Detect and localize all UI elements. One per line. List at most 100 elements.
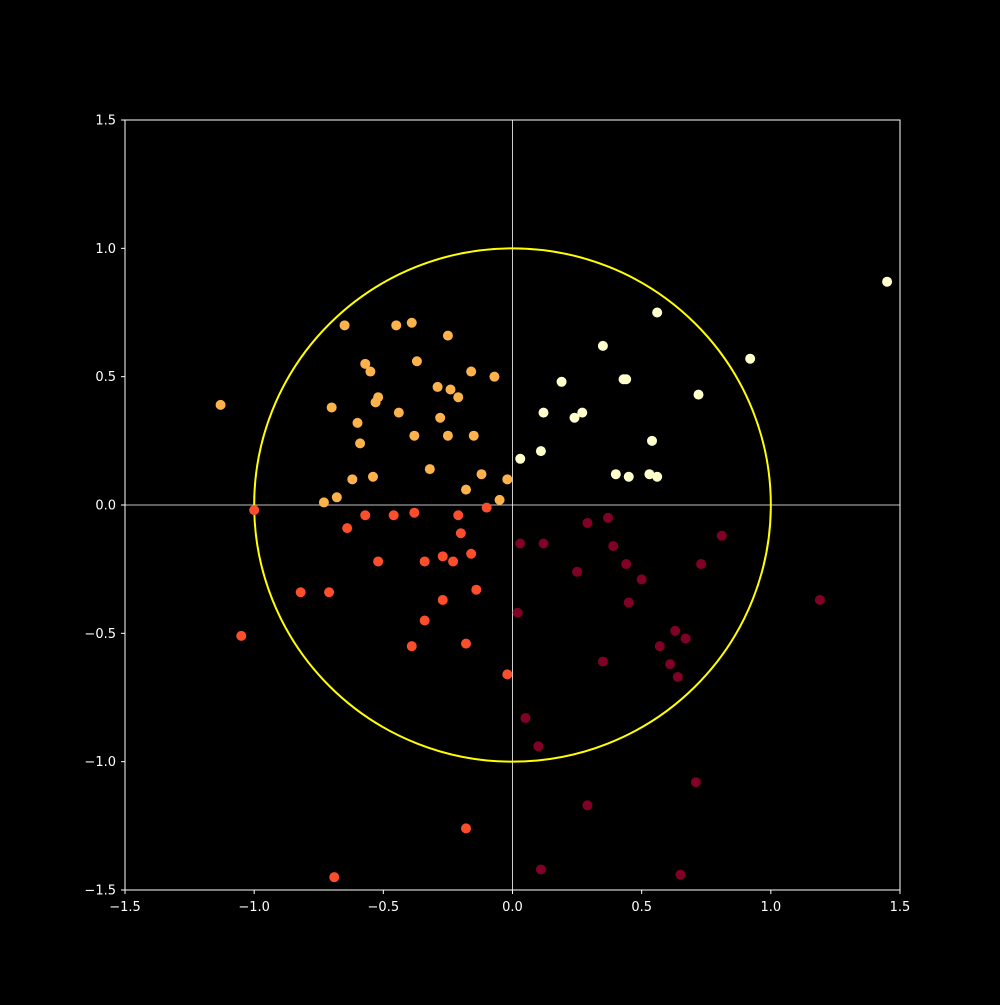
data-point	[608, 541, 619, 552]
data-point	[215, 399, 226, 410]
data-point	[324, 587, 335, 598]
data-point	[329, 872, 340, 883]
data-point	[437, 551, 448, 562]
data-point	[471, 584, 482, 595]
data-point	[494, 494, 505, 505]
x-axis: −1.5 −1.0 −0.5 0.0 0.5 1.0 1.5	[109, 890, 910, 915]
data-point	[442, 330, 453, 341]
series-2	[215, 317, 513, 508]
data-point	[409, 430, 420, 441]
data-point	[597, 340, 608, 351]
data-point	[448, 556, 459, 567]
data-point	[466, 548, 477, 559]
data-point	[502, 474, 513, 485]
data-point	[391, 320, 402, 331]
data-point	[675, 869, 686, 880]
data-point	[623, 471, 634, 482]
data-point	[365, 366, 376, 377]
y-axis: −1.5 −1.0 −0.5 0.0 0.5 1.0 1.5	[84, 114, 125, 899]
x-tick-label: −1.5	[109, 900, 141, 915]
data-point	[236, 630, 247, 641]
data-point	[445, 384, 456, 395]
data-point	[295, 587, 306, 598]
data-point	[696, 559, 707, 570]
data-point	[665, 659, 676, 670]
data-point	[411, 356, 422, 367]
data-point	[582, 517, 593, 528]
x-tick-label: 1.0	[760, 900, 781, 915]
data-point	[577, 407, 588, 418]
unit-circle	[253, 247, 772, 763]
data-point	[419, 615, 430, 626]
data-point	[690, 777, 701, 788]
data-point	[652, 471, 663, 482]
data-point	[370, 397, 381, 408]
data-point	[535, 864, 546, 875]
data-point	[352, 417, 363, 428]
data-point	[502, 669, 513, 680]
data-point	[520, 713, 531, 724]
data-point	[453, 392, 464, 403]
data-point	[326, 402, 337, 413]
data-point	[424, 464, 435, 475]
x-tick-label: 0.5	[631, 900, 652, 915]
data-point	[569, 412, 580, 423]
data-point	[419, 556, 430, 567]
x-tick-label: −0.5	[368, 900, 400, 915]
data-point	[670, 625, 681, 636]
data-point	[582, 800, 593, 811]
data-point	[672, 671, 683, 682]
data-point	[652, 307, 663, 318]
data-point	[535, 446, 546, 457]
data-point	[636, 574, 647, 585]
data-point	[489, 371, 500, 382]
data-point	[572, 566, 583, 577]
data-point	[680, 633, 691, 644]
data-point	[432, 381, 443, 392]
data-point	[515, 453, 526, 464]
data-point	[318, 497, 329, 508]
data-point	[538, 407, 549, 418]
data-point	[461, 484, 471, 495]
data-point	[481, 502, 492, 513]
y-tick-label: 1.0	[95, 242, 116, 257]
y-tick-label: −0.5	[84, 627, 116, 642]
y-tick-label: −1.0	[84, 755, 116, 770]
data-point	[360, 358, 371, 369]
data-point	[603, 512, 614, 523]
data-point	[461, 638, 471, 649]
data-point	[406, 641, 417, 652]
data-point	[466, 366, 477, 377]
y-tick-label: −1.5	[84, 884, 116, 899]
data-point	[647, 435, 657, 446]
series-1	[515, 276, 893, 482]
data-points	[215, 276, 893, 883]
data-point	[476, 469, 487, 480]
data-point	[654, 641, 665, 652]
x-tick-label: −1.0	[238, 900, 270, 915]
data-point	[461, 823, 471, 834]
y-tick-label: 1.5	[95, 114, 116, 129]
data-point	[331, 492, 342, 503]
data-point	[814, 594, 825, 605]
data-point	[406, 317, 417, 328]
data-point	[644, 469, 655, 480]
x-tick-label: 1.5	[890, 900, 911, 915]
data-point	[538, 538, 549, 549]
data-point	[368, 471, 378, 482]
data-point	[610, 469, 621, 480]
data-point	[515, 538, 526, 549]
data-point	[468, 430, 479, 441]
data-point	[409, 507, 420, 518]
data-point	[621, 374, 632, 385]
data-point	[621, 559, 632, 570]
data-point	[373, 556, 384, 567]
data-point	[453, 510, 464, 521]
data-point	[716, 530, 727, 541]
data-point	[388, 510, 399, 521]
data-point	[249, 505, 260, 516]
series-3	[236, 502, 513, 883]
data-point	[360, 510, 371, 521]
data-point	[882, 276, 893, 287]
